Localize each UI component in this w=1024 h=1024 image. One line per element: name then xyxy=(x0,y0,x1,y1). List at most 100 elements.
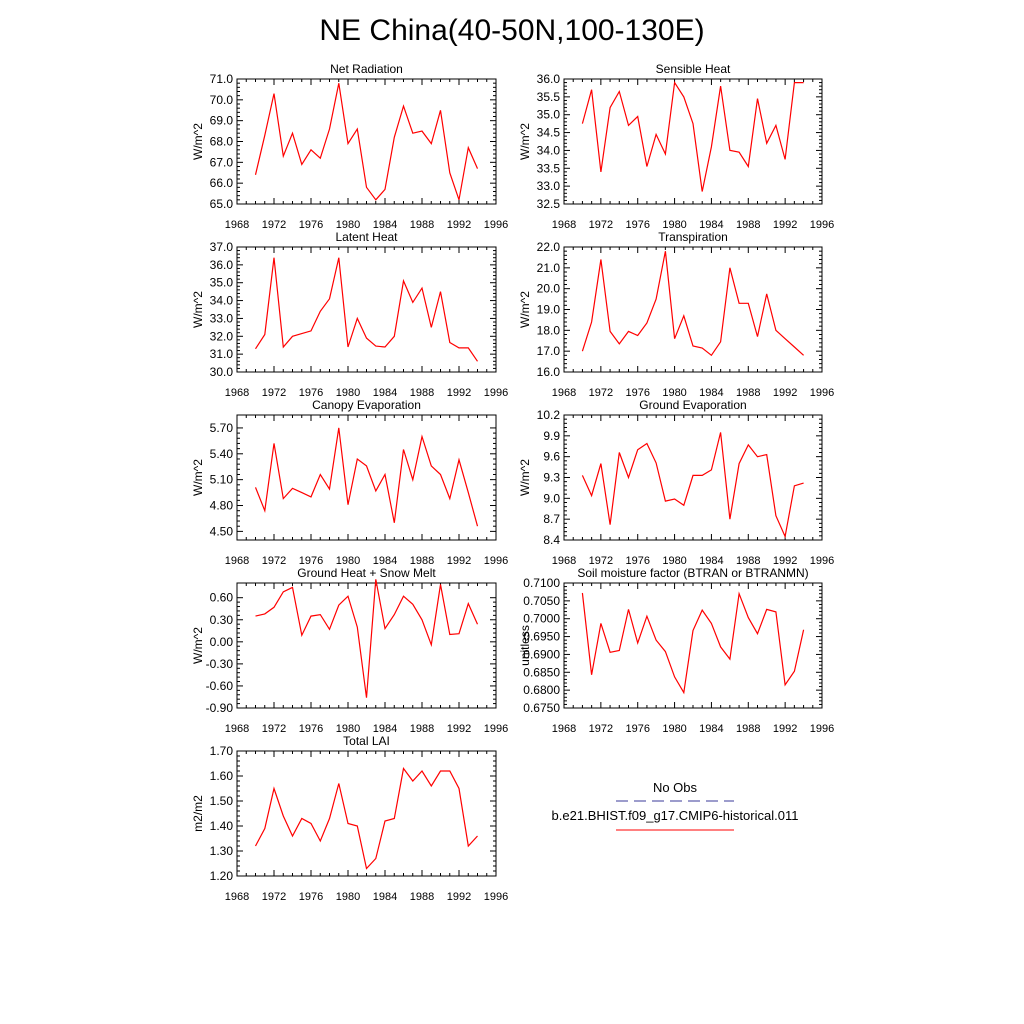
x-tick-label: 1996 xyxy=(810,387,834,399)
y-tick-label: 21.0 xyxy=(537,261,561,275)
x-tick-label: 1980 xyxy=(336,555,360,567)
y-tick-label: 22.0 xyxy=(537,240,561,254)
x-tick-label: 1984 xyxy=(699,723,723,735)
x-tick-label: 1988 xyxy=(410,891,434,903)
y-tick-label: 35.0 xyxy=(210,276,234,290)
series-line xyxy=(581,591,805,695)
x-tick-label: 1976 xyxy=(625,555,649,567)
x-tick-label: 1984 xyxy=(373,555,397,567)
chart-panel-8: Soil moisture factor (BTRAN or BTRANMN) u… xyxy=(518,566,834,735)
x-tick-label: 1968 xyxy=(552,555,576,567)
y-tick-label: 5.70 xyxy=(210,421,234,435)
x-tick-label: 1972 xyxy=(262,219,286,231)
y-axis-label: W/m^2 xyxy=(191,291,205,328)
y-tick-label: 35.5 xyxy=(537,90,561,104)
y-axis-label: unitless xyxy=(518,625,532,666)
x-tick-label: 1984 xyxy=(373,387,397,399)
x-tick-label: 1972 xyxy=(262,555,286,567)
x-tick-label: 1980 xyxy=(336,387,360,399)
plot-frame xyxy=(563,582,823,709)
x-tick-label: 1968 xyxy=(225,555,249,567)
chart-title: Latent Heat xyxy=(335,230,398,244)
chart-panel-9: Total LAI m2/m2 1968 1972 1976 1980 1984 1988 19… xyxy=(191,734,508,903)
y-tick-label: 0.60 xyxy=(210,591,234,605)
y-tick-label: 0.7000 xyxy=(523,612,560,626)
x-tick-label: 1980 xyxy=(336,891,360,903)
plot-frame xyxy=(563,78,823,205)
y-tick-label: 0.7050 xyxy=(523,594,560,608)
series-line xyxy=(581,80,804,192)
y-tick-label: 0.6750 xyxy=(523,701,560,715)
x-tick-label: 1972 xyxy=(589,219,613,231)
x-tick-label: 1996 xyxy=(484,891,508,903)
y-tick-label: 0.00 xyxy=(210,635,234,649)
y-tick-label: 33.0 xyxy=(210,311,234,325)
y-tick-label: 0.30 xyxy=(210,613,234,627)
y-tick-label: 16.0 xyxy=(537,365,561,379)
x-tick-label: 1972 xyxy=(589,555,613,567)
x-tick-label: 1984 xyxy=(373,891,397,903)
y-tick-label: 5.10 xyxy=(210,473,234,487)
page-title: NE China(40-50N,100-130E) xyxy=(319,14,704,47)
x-tick-label: 1980 xyxy=(336,219,360,231)
x-tick-label: 1988 xyxy=(410,387,434,399)
x-tick-label: 1984 xyxy=(699,387,723,399)
y-tick-label: 70.0 xyxy=(210,93,234,107)
plot-frame xyxy=(563,246,823,373)
y-tick-label: 8.4 xyxy=(543,533,560,547)
y-axis-label: W/m^2 xyxy=(191,123,205,160)
y-tick-label: 0.6900 xyxy=(523,647,560,661)
y-tick-label: 69.0 xyxy=(210,114,234,128)
y-tick-label: 0.6800 xyxy=(523,683,560,697)
chart-title: Total LAI xyxy=(343,734,390,748)
chart-panel-4: Transpiration W/m^2 1968 1972 1976 1980 1984 19… xyxy=(518,230,834,399)
x-tick-label: 1992 xyxy=(447,723,471,735)
chart-title: Canopy Evaporation xyxy=(312,398,421,412)
y-tick-label: 1.50 xyxy=(210,794,234,808)
x-tick-label: 1988 xyxy=(410,219,434,231)
series-line xyxy=(254,767,478,870)
x-tick-label: 1988 xyxy=(736,723,760,735)
y-tick-label: 9.0 xyxy=(543,491,560,505)
y-tick-label: 4.50 xyxy=(210,524,234,538)
x-tick-label: 1984 xyxy=(373,723,397,735)
x-tick-label: 1972 xyxy=(589,723,613,735)
y-tick-label: 0.7100 xyxy=(523,576,560,590)
y-tick-label: 68.0 xyxy=(210,135,234,149)
y-tick-label: 0.6950 xyxy=(523,630,560,644)
x-tick-label: 1976 xyxy=(299,555,323,567)
plot-frame xyxy=(236,246,497,373)
y-tick-label: 34.5 xyxy=(537,126,561,140)
y-tick-label: -0.30 xyxy=(206,657,234,671)
x-tick-label: 1968 xyxy=(552,219,576,231)
x-tick-label: 1976 xyxy=(299,219,323,231)
y-tick-label: 36.0 xyxy=(210,258,234,272)
x-tick-label: 1976 xyxy=(299,387,323,399)
y-tick-label: 0.6850 xyxy=(523,665,560,679)
y-tick-label: 32.0 xyxy=(210,329,234,343)
x-tick-label: 1980 xyxy=(336,723,360,735)
y-tick-label: 30.0 xyxy=(210,365,234,379)
y-tick-label: 33.5 xyxy=(537,161,561,175)
y-tick-label: 32.5 xyxy=(537,197,561,211)
y-axis-label: W/m^2 xyxy=(191,459,205,496)
series-line xyxy=(254,427,479,527)
x-tick-label: 1972 xyxy=(262,387,286,399)
series-line xyxy=(254,83,479,201)
x-tick-label: 1984 xyxy=(699,555,723,567)
chart-panel-5: Canopy Evaporation W/m^2 1968 1972 1976 1980 1… xyxy=(191,398,508,567)
x-tick-label: 1988 xyxy=(410,723,434,735)
x-tick-label: 1996 xyxy=(810,723,834,735)
y-tick-label: 36.0 xyxy=(537,72,561,86)
x-tick-label: 1992 xyxy=(773,219,797,231)
series-line xyxy=(254,257,478,362)
y-tick-label: 33.0 xyxy=(537,179,561,193)
chart-title: Soil moisture factor (BTRAN or BTRANMN) xyxy=(577,566,808,580)
chart-panel-7: Ground Heat + Snow Melt W/m^2 1968 1972 1976… xyxy=(191,566,508,735)
y-tick-label: 35.0 xyxy=(537,108,561,122)
x-tick-label: 1976 xyxy=(625,219,649,231)
y-tick-label: 1.30 xyxy=(210,844,234,858)
y-tick-label: 4.80 xyxy=(210,499,234,513)
y-tick-label: 66.0 xyxy=(210,176,234,190)
